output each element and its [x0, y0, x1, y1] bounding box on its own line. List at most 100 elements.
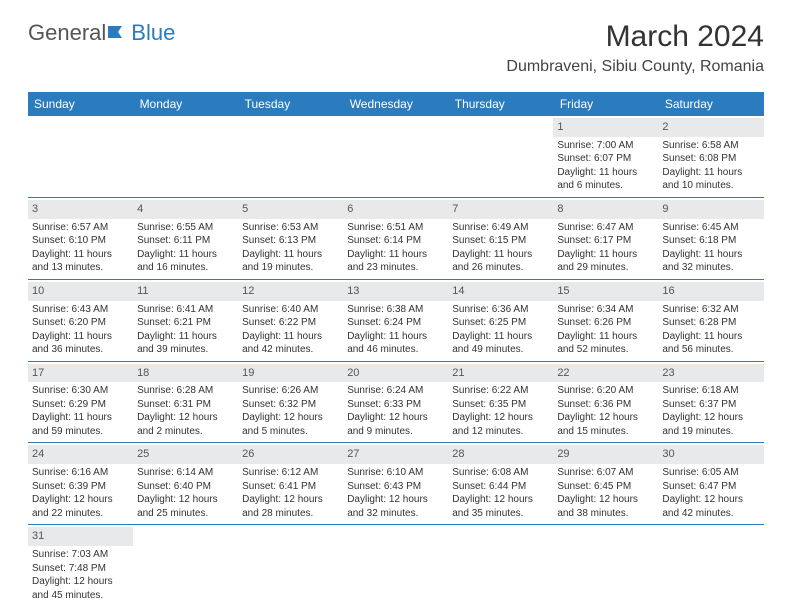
daylight2-text: and 25 minutes.	[137, 507, 234, 521]
daylight1-text: Daylight: 12 hours	[662, 411, 759, 425]
calendar-body: 1Sunrise: 7:00 AMSunset: 6:07 PMDaylight…	[28, 116, 764, 606]
calendar-cell	[238, 116, 343, 197]
daylight1-text: Daylight: 12 hours	[452, 411, 549, 425]
daylight2-text: and 10 minutes.	[662, 179, 759, 193]
day-number: 10	[28, 282, 133, 301]
day-number: 27	[343, 445, 448, 464]
flag-icon	[108, 20, 130, 46]
sunrise-text: Sunrise: 6:07 AM	[557, 466, 654, 480]
day-number: 20	[343, 364, 448, 383]
sunrise-text: Sunrise: 6:45 AM	[662, 221, 759, 235]
day-number: 11	[133, 282, 238, 301]
daylight2-text: and 2 minutes.	[137, 425, 234, 439]
daylight2-text: and 15 minutes.	[557, 425, 654, 439]
daylight2-text: and 16 minutes.	[137, 261, 234, 275]
daylight1-text: Daylight: 11 hours	[662, 248, 759, 262]
daylight2-text: and 29 minutes.	[557, 261, 654, 275]
sunset-text: Sunset: 6:24 PM	[347, 316, 444, 330]
day-number: 19	[238, 364, 343, 383]
sunrise-text: Sunrise: 6:14 AM	[137, 466, 234, 480]
sunrise-text: Sunrise: 6:47 AM	[557, 221, 654, 235]
sunrise-text: Sunrise: 6:20 AM	[557, 384, 654, 398]
calendar-table: Sunday Monday Tuesday Wednesday Thursday…	[28, 92, 764, 606]
calendar-cell: 25Sunrise: 6:14 AMSunset: 6:40 PMDayligh…	[133, 443, 238, 525]
calendar-cell	[448, 116, 553, 197]
calendar-cell: 15Sunrise: 6:34 AMSunset: 6:26 PMDayligh…	[553, 279, 658, 361]
sunset-text: Sunset: 6:10 PM	[32, 234, 129, 248]
daylight2-text: and 45 minutes.	[32, 589, 129, 603]
day-number: 8	[553, 200, 658, 219]
sunrise-text: Sunrise: 6:57 AM	[32, 221, 129, 235]
sunrise-text: Sunrise: 6:22 AM	[452, 384, 549, 398]
daylight1-text: Daylight: 11 hours	[242, 248, 339, 262]
sunset-text: Sunset: 6:43 PM	[347, 480, 444, 494]
daylight1-text: Daylight: 11 hours	[452, 248, 549, 262]
title-block: March 2024 Dumbraveni, Sibiu County, Rom…	[506, 20, 764, 76]
sunrise-text: Sunrise: 7:03 AM	[32, 548, 129, 562]
calendar-cell: 21Sunrise: 6:22 AMSunset: 6:35 PMDayligh…	[448, 361, 553, 443]
day-number: 28	[448, 445, 553, 464]
calendar-cell: 19Sunrise: 6:26 AMSunset: 6:32 PMDayligh…	[238, 361, 343, 443]
logo: General Blue	[28, 20, 175, 46]
daylight2-text: and 39 minutes.	[137, 343, 234, 357]
calendar-cell: 29Sunrise: 6:07 AMSunset: 6:45 PMDayligh…	[553, 443, 658, 525]
day-number: 24	[28, 445, 133, 464]
daylight1-text: Daylight: 12 hours	[32, 575, 129, 589]
dayname-sunday: Sunday	[28, 92, 133, 116]
page-title: March 2024	[506, 20, 764, 54]
day-number: 23	[658, 364, 763, 383]
calendar-cell: 4Sunrise: 6:55 AMSunset: 6:11 PMDaylight…	[133, 197, 238, 279]
calendar-cell: 5Sunrise: 6:53 AMSunset: 6:13 PMDaylight…	[238, 197, 343, 279]
sunrise-text: Sunrise: 6:36 AM	[452, 303, 549, 317]
daylight1-text: Daylight: 12 hours	[557, 411, 654, 425]
daylight1-text: Daylight: 12 hours	[137, 411, 234, 425]
sunset-text: Sunset: 6:25 PM	[452, 316, 549, 330]
calendar-cell: 30Sunrise: 6:05 AMSunset: 6:47 PMDayligh…	[658, 443, 763, 525]
sunrise-text: Sunrise: 6:08 AM	[452, 466, 549, 480]
sunset-text: Sunset: 6:31 PM	[137, 398, 234, 412]
sunrise-text: Sunrise: 6:32 AM	[662, 303, 759, 317]
calendar-cell: 10Sunrise: 6:43 AMSunset: 6:20 PMDayligh…	[28, 279, 133, 361]
sunset-text: Sunset: 7:48 PM	[32, 562, 129, 576]
sunrise-text: Sunrise: 6:30 AM	[32, 384, 129, 398]
day-number: 4	[133, 200, 238, 219]
day-number: 15	[553, 282, 658, 301]
sunset-text: Sunset: 6:32 PM	[242, 398, 339, 412]
sunrise-text: Sunrise: 6:43 AM	[32, 303, 129, 317]
calendar-cell: 26Sunrise: 6:12 AMSunset: 6:41 PMDayligh…	[238, 443, 343, 525]
sunrise-text: Sunrise: 6:49 AM	[452, 221, 549, 235]
calendar-row: 1Sunrise: 7:00 AMSunset: 6:07 PMDaylight…	[28, 116, 764, 197]
daylight1-text: Daylight: 11 hours	[452, 330, 549, 344]
day-number: 6	[343, 200, 448, 219]
sunset-text: Sunset: 6:33 PM	[347, 398, 444, 412]
calendar-cell	[448, 525, 553, 606]
daylight2-text: and 6 minutes.	[557, 179, 654, 193]
logo-text-blue: Blue	[131, 20, 175, 46]
daylight2-text: and 13 minutes.	[32, 261, 129, 275]
calendar-row: 31Sunrise: 7:03 AMSunset: 7:48 PMDayligh…	[28, 525, 764, 606]
daylight2-text: and 42 minutes.	[662, 507, 759, 521]
daylight2-text: and 49 minutes.	[452, 343, 549, 357]
day-number: 3	[28, 200, 133, 219]
daylight1-text: Daylight: 12 hours	[557, 493, 654, 507]
daylight1-text: Daylight: 12 hours	[32, 493, 129, 507]
dayname-row: Sunday Monday Tuesday Wednesday Thursday…	[28, 92, 764, 116]
daylight1-text: Daylight: 11 hours	[347, 330, 444, 344]
daylight2-text: and 42 minutes.	[242, 343, 339, 357]
daylight2-text: and 38 minutes.	[557, 507, 654, 521]
calendar-cell	[343, 116, 448, 197]
daylight1-text: Daylight: 11 hours	[557, 166, 654, 180]
calendar-cell: 11Sunrise: 6:41 AMSunset: 6:21 PMDayligh…	[133, 279, 238, 361]
calendar-cell: 20Sunrise: 6:24 AMSunset: 6:33 PMDayligh…	[343, 361, 448, 443]
calendar-cell: 2Sunrise: 6:58 AMSunset: 6:08 PMDaylight…	[658, 116, 763, 197]
calendar-cell: 13Sunrise: 6:38 AMSunset: 6:24 PMDayligh…	[343, 279, 448, 361]
sunrise-text: Sunrise: 6:58 AM	[662, 139, 759, 153]
sunset-text: Sunset: 6:20 PM	[32, 316, 129, 330]
sunset-text: Sunset: 6:41 PM	[242, 480, 339, 494]
sunrise-text: Sunrise: 6:38 AM	[347, 303, 444, 317]
daylight2-text: and 32 minutes.	[347, 507, 444, 521]
daylight2-text: and 9 minutes.	[347, 425, 444, 439]
daylight2-text: and 28 minutes.	[242, 507, 339, 521]
day-number: 7	[448, 200, 553, 219]
day-number: 26	[238, 445, 343, 464]
